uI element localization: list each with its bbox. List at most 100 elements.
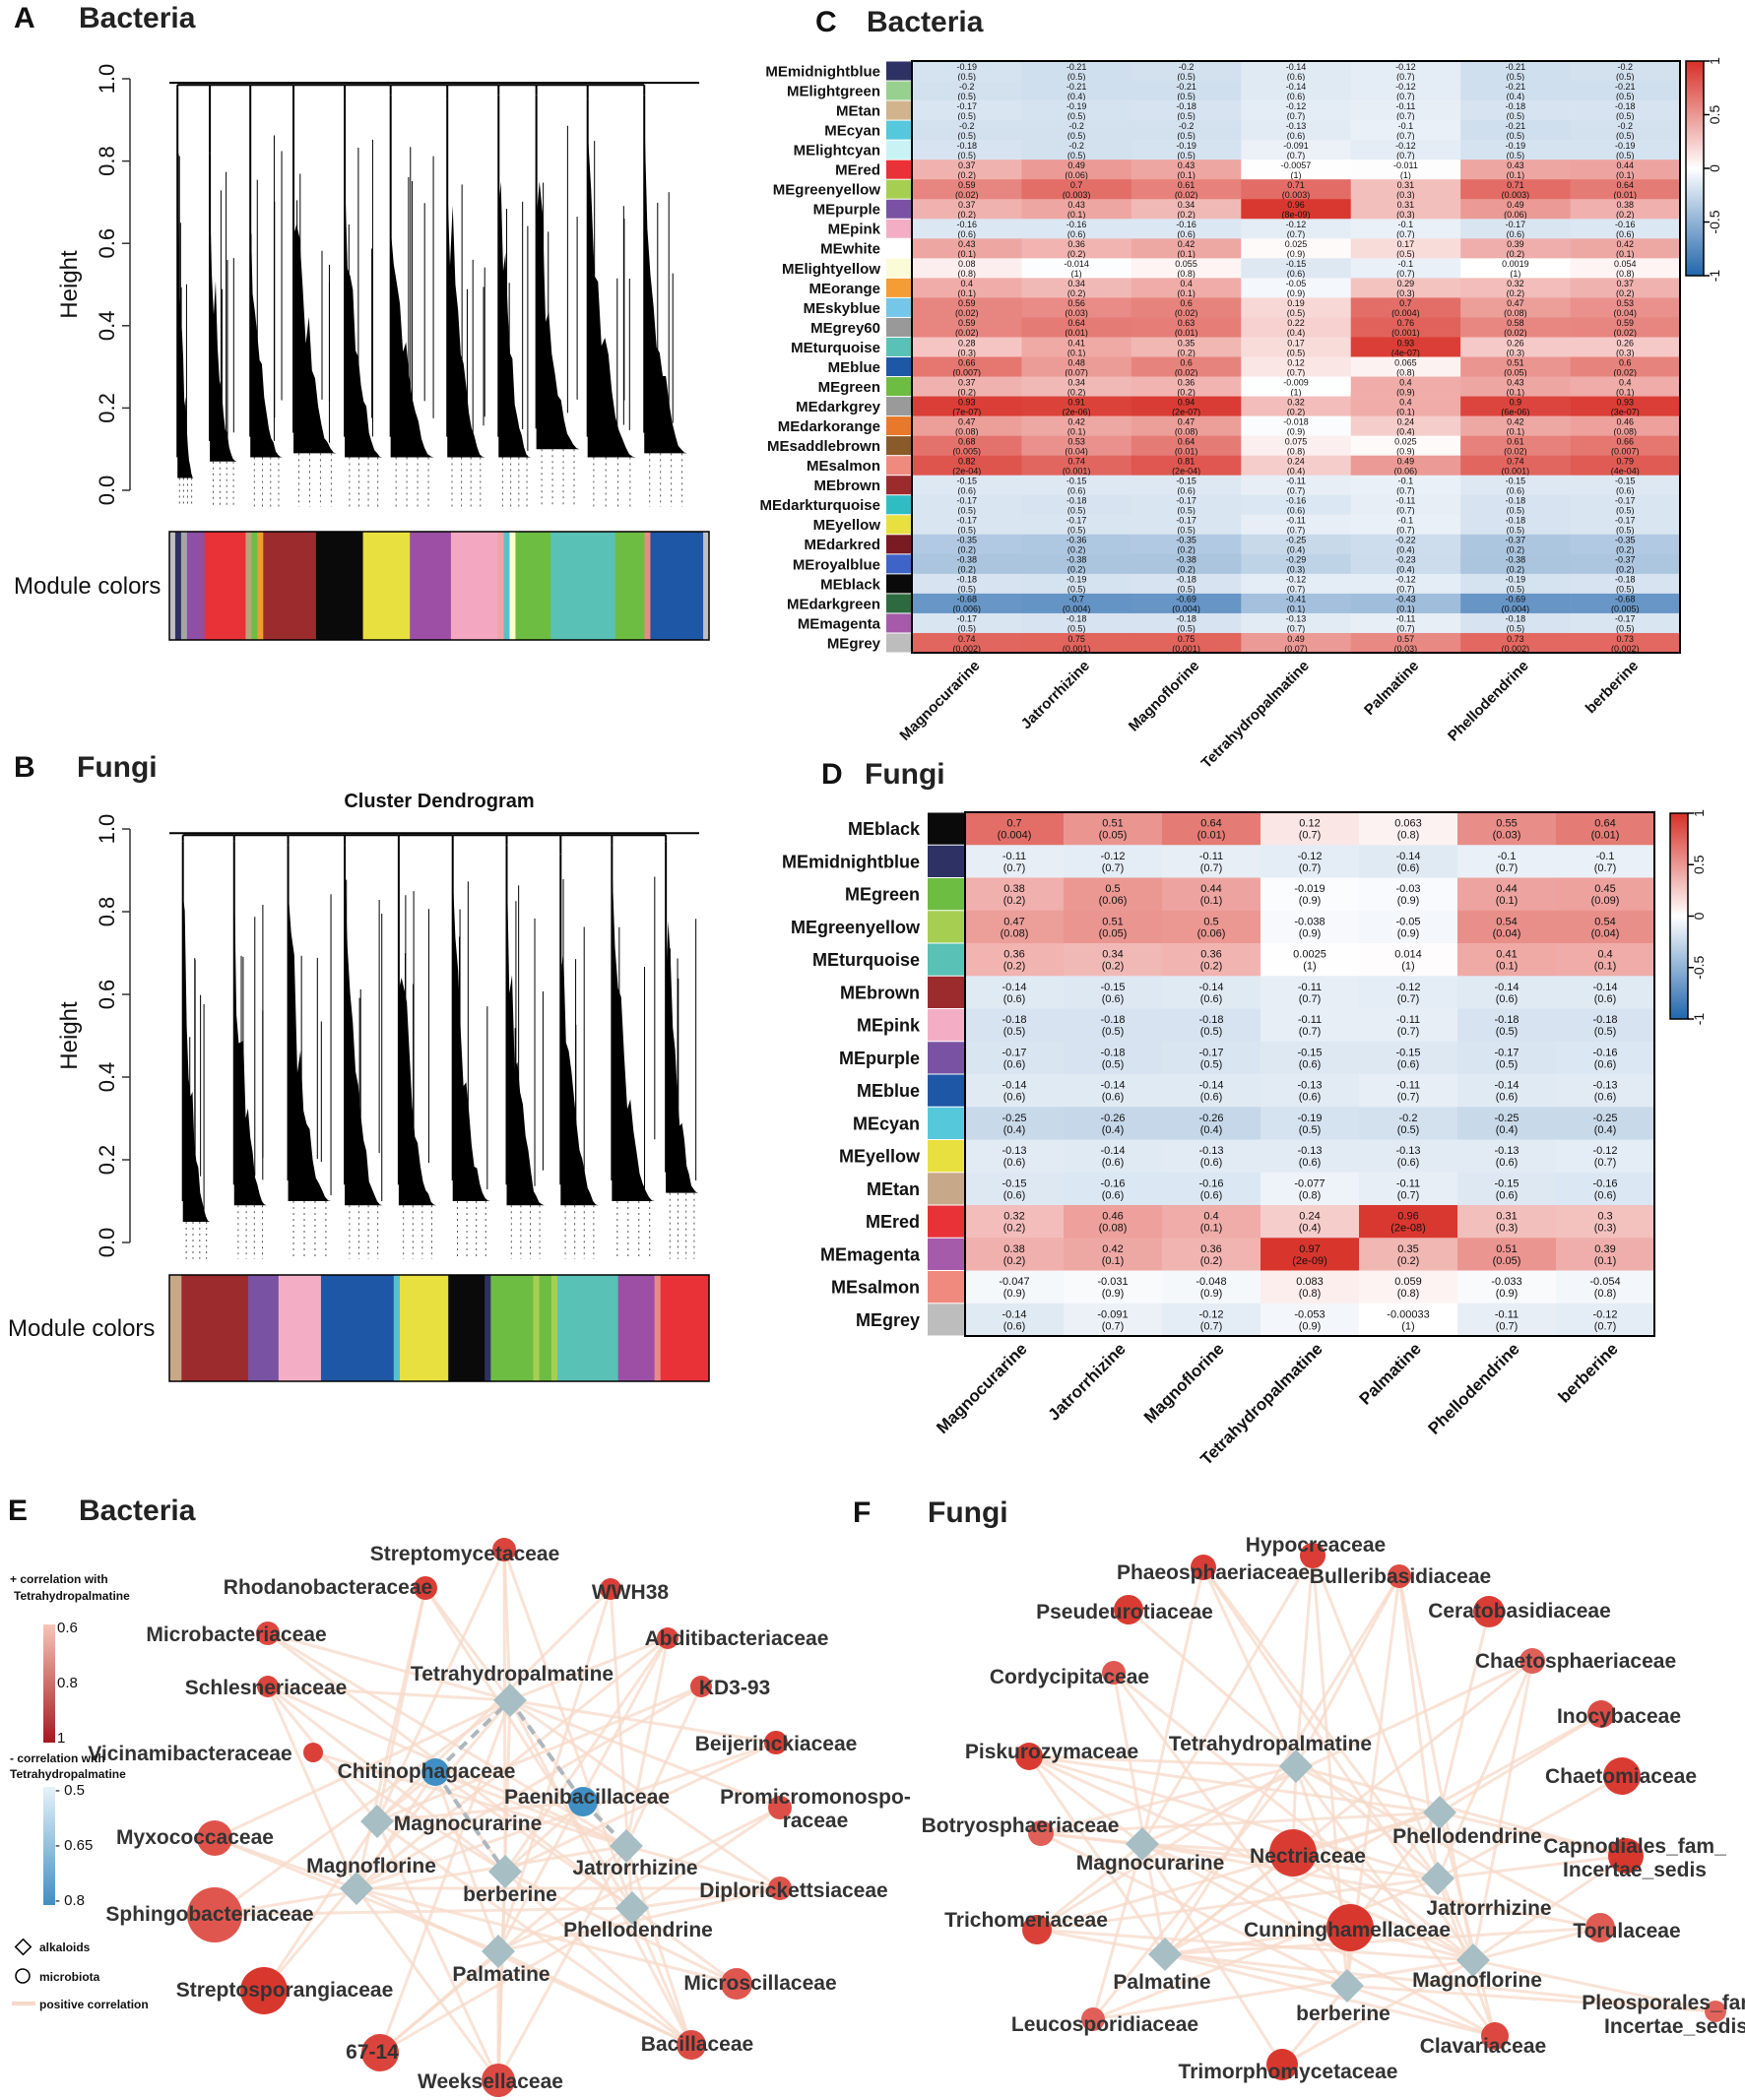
heatmap-cell — [912, 612, 1022, 634]
heatmap-cell — [1162, 1139, 1261, 1174]
positive-correlation-edge — [1112, 1672, 1167, 1955]
heatmap-cell — [1460, 258, 1571, 279]
cell-pvalue: (0.4) — [1396, 426, 1415, 436]
alkaloid-node — [482, 1935, 515, 1968]
positive-correlation-edge — [1092, 1877, 1439, 2021]
cell-pvalue: (0.7) — [1299, 993, 1322, 1005]
module-swatch — [886, 456, 912, 476]
cell-value: 0.7 — [1070, 180, 1083, 190]
cell-value: -0.68 — [1615, 595, 1636, 605]
microbiota-label: Clavariaceae — [1420, 2035, 1546, 2058]
heatmap-frame — [911, 60, 1681, 654]
heatmap-cell — [912, 159, 1022, 180]
positive-correlation-edge — [1201, 1566, 1298, 1767]
heatmap-cell — [1457, 1303, 1557, 1337]
cell-value: 0.41 — [1496, 949, 1517, 961]
cell-pvalue: (0.6) — [1287, 92, 1306, 101]
module-swatch — [886, 278, 912, 297]
heatmap-cell — [1241, 553, 1352, 575]
heatmap-cell — [1350, 514, 1461, 536]
heatmap-cell — [1241, 494, 1352, 516]
alkaloid-node — [340, 1872, 373, 1905]
cell-pvalue: (0.6) — [1200, 1189, 1223, 1201]
heatmap-cell — [1350, 179, 1461, 200]
module-swatch — [886, 377, 912, 397]
legend-diamond-icon — [14, 1938, 32, 1956]
cell-value: -0.37 — [1615, 555, 1636, 565]
row-label: MEblack — [848, 819, 921, 839]
cell-pvalue: (0.9) — [1496, 1288, 1519, 1300]
cell-value: -0.21 — [1066, 62, 1087, 72]
cell-pvalue: (0.6) — [1594, 993, 1617, 1005]
panel-b-title: Fungi — [77, 751, 158, 784]
cell-pvalue: (0.2) — [1177, 387, 1196, 397]
y-tick-label: 0.4 — [95, 311, 119, 342]
heatmap-cell — [1021, 534, 1132, 555]
heatmap-cell — [1021, 337, 1132, 357]
cell-value: 0.41 — [1067, 338, 1085, 348]
dendrogram-cluster — [536, 103, 580, 450]
cell-value: -0.69 — [1506, 595, 1526, 605]
cell-pvalue: (0.5) — [1507, 111, 1525, 121]
heatmap-cell — [1131, 120, 1242, 141]
cell-value: -0.1 — [1398, 121, 1414, 131]
positive-correlation-edge — [1028, 1754, 1439, 1880]
cell-value: 0.34 — [1102, 949, 1123, 961]
heatmap-cell — [1359, 812, 1458, 846]
cell-value: -0.14 — [1198, 982, 1223, 993]
cell-pvalue: (0.5) — [1496, 1058, 1519, 1070]
positive-correlation-edge — [1036, 1842, 1143, 1932]
color-legend-bar — [1685, 60, 1705, 277]
cell-value: 0.59 — [958, 298, 976, 308]
heatmap-cell — [912, 199, 1022, 220]
heatmap-cell — [1064, 1041, 1163, 1075]
y-tick-label: 0.2 — [95, 1145, 119, 1176]
cell-pvalue: (0.5) — [1287, 308, 1306, 318]
heatmap-cell — [1131, 219, 1242, 239]
network-legend: + correlation with Tetrahydropalmatine 0.6… — [10, 1572, 149, 2011]
positive-correlation-edge — [1294, 1555, 1315, 1767]
cell-pvalue: (2e-06) — [1063, 407, 1091, 416]
heatmap-cell — [1457, 1172, 1557, 1206]
cell-value: 0.93 — [1397, 338, 1415, 348]
cell-pvalue: (0.01) — [1197, 830, 1226, 842]
cell-pvalue: (0.5) — [1177, 111, 1196, 121]
row-label: MEcyan — [853, 1114, 920, 1133]
row-label: MEpink — [828, 222, 881, 238]
legend-tick-label: -1 — [1691, 1013, 1707, 1026]
cell-pvalue: (0.005) — [952, 446, 981, 456]
cell-pvalue: (0.7) — [1102, 1320, 1125, 1332]
cell-value: -0.17 — [1506, 220, 1526, 229]
heatmap-cell — [1350, 337, 1461, 357]
cell-value: -0.25 — [1002, 1113, 1026, 1124]
module-color-segment — [448, 1275, 485, 1381]
cell-pvalue: (0.2) — [1616, 545, 1635, 555]
cell-pvalue: (0.06) — [1099, 895, 1128, 907]
cell-pvalue: (0.5) — [1067, 111, 1086, 121]
alkaloid-node — [610, 1829, 643, 1863]
heatmap-cell — [1570, 593, 1681, 614]
heatmap-cell — [1556, 1238, 1655, 1271]
y-tick-label: 0.8 — [95, 897, 119, 927]
cell-value: 0.025 — [1285, 239, 1308, 249]
cell-value: 0.4 — [1203, 1211, 1218, 1223]
heatmap-cell — [965, 1139, 1065, 1174]
positive-correlation-edge — [1040, 1811, 1441, 1835]
heatmap-cell — [1021, 415, 1132, 436]
positive-correlation-edge — [1141, 1842, 1496, 2038]
heatmap-cell — [1359, 1041, 1458, 1075]
positive-correlation-edge — [1292, 1851, 1474, 1962]
cell-pvalue: (0.6) — [1496, 1157, 1519, 1169]
cell-pvalue: (0.4) — [1396, 545, 1415, 555]
cell-value: 0.4 — [1180, 279, 1193, 288]
positive-correlation-edge — [624, 1845, 693, 2046]
cell-pvalue: (0.6) — [1616, 229, 1635, 239]
cell-value: 0.065 — [1394, 357, 1417, 367]
cell-pvalue: (0.5) — [1067, 585, 1086, 595]
heatmap-cell — [1241, 81, 1352, 101]
cell-pvalue: (0.6) — [1102, 1157, 1125, 1169]
column-label: Magnocurarine — [933, 1339, 1031, 1437]
cell-value: 0.19 — [1287, 298, 1305, 308]
cell-value: -0.15 — [956, 477, 977, 486]
module-swatch — [928, 911, 965, 943]
